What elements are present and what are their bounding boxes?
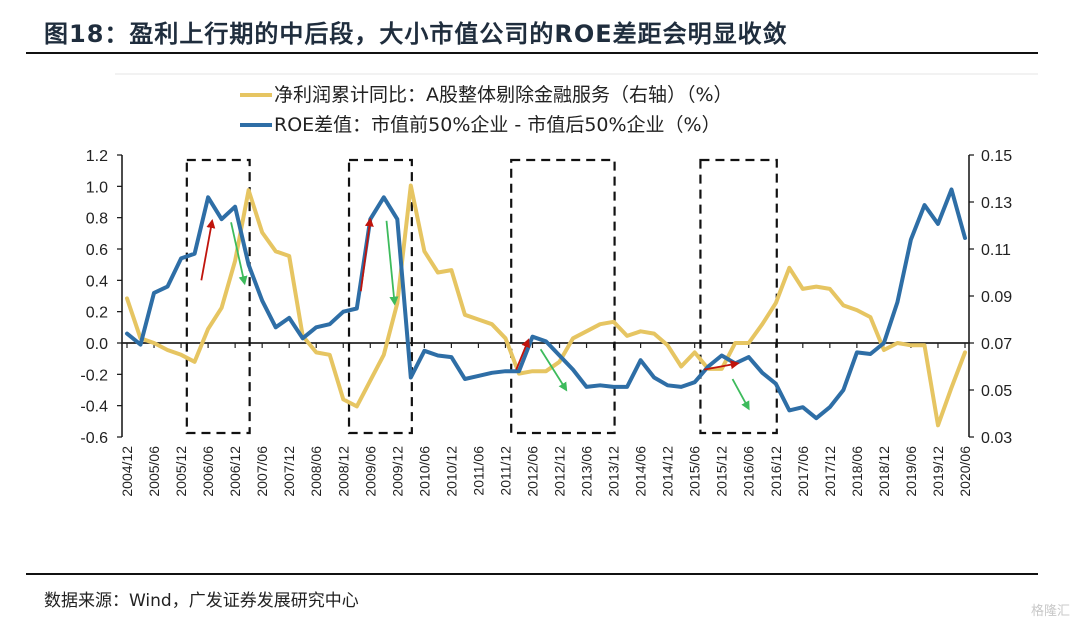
x-axis-tick-label: 2006/12 (227, 446, 243, 497)
x-axis-tick-label: 2014/06 (633, 446, 649, 497)
x-axis-tick-label: 2013/06 (579, 446, 595, 497)
x-axis-tick-label: 2015/06 (687, 446, 703, 497)
left-axis-tick-label: 1.2 (86, 148, 108, 165)
x-axis-tick-label: 2012/06 (524, 446, 540, 497)
x-axis-tick-label: 2004/12 (119, 446, 135, 497)
left-axis-tick-label: 0.8 (86, 211, 108, 228)
down-trend-arrow-icon (230, 222, 248, 286)
x-axis-tick-label: 2019/06 (903, 446, 919, 497)
watermark-logo: 格隆汇 (1030, 604, 1070, 619)
left-axis-tick-label: 0.4 (86, 273, 108, 290)
highlight-box (185, 158, 251, 435)
x-axis-tick-label: 2008/12 (335, 446, 351, 497)
right-axis-tick-label: 0.05 (981, 383, 1012, 400)
left-axis-tick-label: -0.6 (80, 430, 108, 447)
x-axis-tick-label: 2013/12 (606, 446, 622, 497)
left-axis-tick-label: -0.4 (80, 399, 108, 416)
right-axis-tick-label: 0.03 (981, 430, 1012, 447)
highlight-boxes (185, 158, 778, 435)
x-axis-tick-label: 2015/12 (714, 446, 730, 497)
x-axis-tick-label: 2006/06 (200, 446, 216, 497)
series-lines (125, 183, 967, 428)
legend-label-yellow: 净利润累计同比：A股整体剔除金融服务（右轴）（%） (274, 84, 733, 106)
x-axis-tick-label: 2014/12 (660, 446, 676, 497)
x-axis-tick-label: 2012/12 (552, 446, 568, 497)
right-axis-tick-label: 0.15 (981, 148, 1012, 165)
x-axis-tick-label: 2018/06 (849, 446, 865, 497)
x-axis-tick-label: 2010/06 (416, 446, 432, 497)
x-axis-tick-label: 2011/06 (470, 446, 486, 496)
x-axis-tick-label: 2020/06 (957, 446, 973, 497)
right-axis-tick-label: 0.13 (981, 195, 1012, 212)
axes: 1.2 1.0 0.8 0.6 0.4 0.2 0.0 -0.2 -0.4 -0.6 0.15 0.1… (80, 148, 1012, 497)
data-source: 数据来源：Wind，广发证券发展研究中心 (44, 591, 359, 611)
left-axis-tick-label: -0.2 (80, 367, 108, 384)
source-divider (26, 573, 1038, 575)
left-axis-tick-label: 0.0 (86, 336, 108, 353)
x-axis-tick-label: 2016/06 (741, 446, 757, 497)
x-axis-tick-label: 2009/12 (389, 446, 405, 497)
up-trend-arrow-icon (703, 360, 740, 371)
yellow-series-line (125, 183, 967, 428)
x-axis-tick-label: 2011/12 (497, 446, 513, 496)
x-axis-tick-label: 2017/12 (822, 446, 838, 497)
x-axis-tick-label: 2008/06 (308, 446, 324, 497)
down-trend-arrow-icon (731, 378, 750, 411)
x-axis-tick-label: 2018/12 (876, 446, 892, 497)
x-axis-tick-label: 2016/12 (768, 446, 784, 497)
x-axis-tick-label: 2007/12 (281, 446, 297, 497)
down-trend-arrow-icon (385, 220, 399, 306)
figure-title: 图18：盈利上行期的中后段，大小市值公司的ROE差距会明显收敛 (44, 20, 788, 48)
x-axis-tick-label: 2005/06 (146, 446, 162, 497)
trend-arrows (200, 217, 750, 411)
legend: 净利润累计同比：A股整体剔除金融服务（右轴）（%） ROE差值：市值前50%企业… (240, 84, 733, 136)
right-axis-tick-label: 0.09 (981, 289, 1012, 306)
x-axis-tick-label: 2009/06 (362, 446, 378, 497)
left-axis-tick-label: 0.2 (86, 305, 108, 322)
legend-label-blue: ROE差值：市值前50%企业 - 市值后50%企业（%） (274, 114, 721, 136)
x-axis-tick-label: 2017/06 (795, 446, 811, 497)
blue-series-line (125, 187, 967, 421)
x-axis-tick-label: 2019/12 (930, 446, 946, 497)
x-axis-tick-label: 2005/12 (173, 446, 189, 497)
title-divider (26, 52, 1038, 54)
down-trend-arrow-icon (539, 348, 568, 392)
left-axis-tick-label: 1.0 (86, 179, 108, 196)
up-trend-arrow-icon (515, 338, 530, 370)
highlight-box (347, 158, 413, 435)
right-axis-tick-label: 0.07 (981, 336, 1012, 353)
left-axis-tick-label: 0.6 (86, 242, 108, 259)
up-trend-arrow-icon (359, 217, 374, 292)
right-axis-tick-label: 0.11 (981, 242, 1011, 259)
x-axis-tick-label: 2007/06 (254, 446, 270, 497)
x-axis-tick-label: 2010/12 (443, 446, 459, 497)
highlight-box (510, 158, 616, 435)
up-trend-arrow-icon (200, 219, 216, 281)
